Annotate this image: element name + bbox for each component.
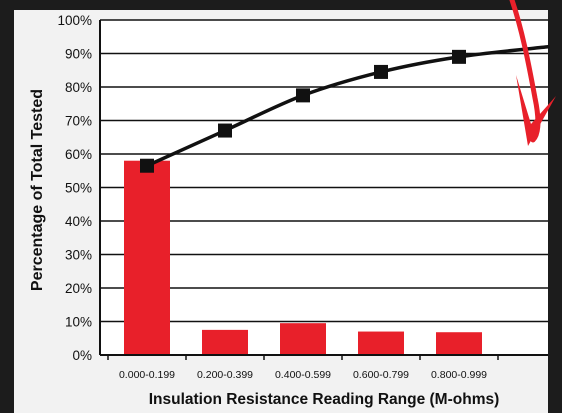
x-tick-label: 0.600-0.799 — [353, 369, 409, 381]
x-tick-label: 0.200-0.399 — [197, 369, 253, 381]
bar-series — [124, 160, 482, 355]
x-axis-label: Insulation Resistance Reading Range (M-o… — [149, 391, 500, 408]
y-tick-label: 20% — [65, 281, 92, 296]
arrow-shaft — [509, 0, 541, 143]
line-marker — [296, 88, 310, 103]
bar — [436, 332, 482, 355]
line-marker — [374, 64, 388, 79]
x-tick-label: 0.800-0.999 — [431, 369, 487, 381]
y-tick-label: 0% — [72, 348, 92, 363]
x-tick-label: 0.400-0.599 — [275, 369, 331, 381]
line-marker — [140, 158, 154, 173]
bar — [358, 331, 404, 355]
line-marker — [452, 49, 466, 64]
cumulative-line — [145, 45, 550, 168]
y-tick-label: 10% — [65, 315, 92, 330]
y-tick-labels: 0% 10% 20% 30% 40% 50% 60% 70% 80% 90% 100% — [57, 13, 92, 363]
line-marker — [218, 123, 232, 138]
axes — [99, 20, 548, 360]
y-tick-label: 100% — [57, 13, 92, 28]
y-tick-label: 60% — [65, 147, 92, 162]
y-tick-label: 50% — [65, 181, 92, 196]
cumulative-line-series — [140, 45, 550, 173]
bar — [280, 323, 326, 355]
arrow-head — [516, 75, 556, 146]
bar — [124, 160, 170, 355]
y-tick-label: 30% — [65, 248, 92, 263]
y-tick-label: 40% — [65, 214, 92, 229]
x-tick-labels: 0.000-0.199 0.200-0.399 0.400-0.599 0.600-0… — [119, 369, 487, 381]
y-tick-label: 70% — [65, 114, 92, 129]
x-tick-label: 0.000-0.199 — [119, 369, 175, 381]
red-arrow-annotation — [509, 0, 556, 146]
y-axis-label: Percentage of Total Tested — [29, 89, 46, 291]
bar — [202, 329, 248, 355]
y-tick-label: 90% — [65, 47, 92, 62]
y-tick-label: 80% — [65, 80, 92, 95]
